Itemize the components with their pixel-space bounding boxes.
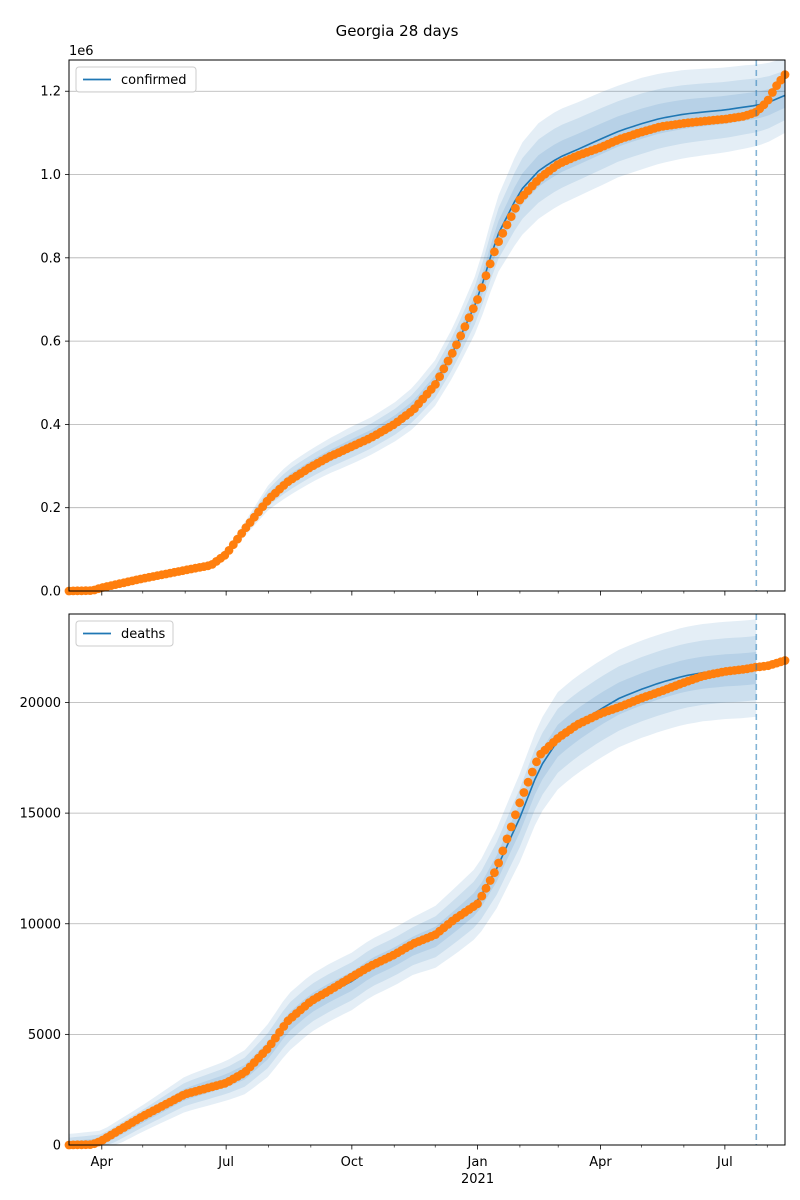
observed-point [490,247,499,257]
observed-point [431,380,440,389]
x-year-label: 2021 [461,1172,494,1187]
y-tick-label: 1.2 [40,85,61,100]
observed-point [506,212,516,222]
observed-point [532,757,541,767]
uncertainty-band [69,60,785,591]
observed-point [515,798,525,808]
observed-point [768,88,777,97]
observed-point [464,313,474,322]
observed-point [468,304,478,313]
confirmed-panel: 0.0 0.2 0.4 0.6 0.8 1.0 1.2 1e6 confirmed [40,44,790,600]
y-tick-label: 5000 [28,1028,61,1043]
x-tick-label: Apr [91,1155,114,1170]
uncertainty-band [69,635,757,1145]
legend-label: deaths [121,627,166,642]
x-tick-label: Jul [217,1155,234,1170]
legend-box [75,620,174,647]
axes-frame [68,59,786,592]
observed-point [481,271,491,281]
y-tick-label: 15000 [20,807,61,822]
x-tick-label: Jan [467,1155,488,1170]
y-offset-label: 1e6 [69,44,94,59]
y-tick-label: 1.0 [40,168,61,183]
observed-point [452,340,461,350]
observed-point [506,822,516,832]
observed-point [763,95,773,105]
observed-point [447,348,457,358]
observed-point [456,331,466,341]
x-tick-label: Apr [589,1155,612,1170]
observed-point [485,876,495,885]
observed-point [473,295,482,304]
observed-point [519,788,529,797]
observed-point [502,220,512,230]
uncertainty-band [69,619,757,1145]
observed-point [527,767,537,777]
observed-point [511,810,520,820]
deaths-panel: 0 5000 10000 15000 20000 Apr Jul Oct Jan Apr Jul 20… [20,613,790,1187]
legend: deaths [75,620,174,647]
observed-point [435,372,444,381]
legend-label: confirmed [121,73,187,88]
observed-point [477,283,487,292]
y-tick-label: 10000 [20,917,61,932]
observed-point [443,356,453,366]
model-line [68,94,786,592]
observed-point [460,322,470,332]
observed-point [473,899,482,909]
observed-point [490,868,499,878]
observed-point [477,891,487,901]
observed-point [511,203,520,213]
y-tick-label: 0.6 [40,335,61,350]
observed-point [498,846,508,856]
observed-point [494,858,503,868]
y-tick-label: 20000 [20,696,61,711]
observed-point [439,364,449,374]
model-line [68,667,757,1146]
observed-point [523,777,533,787]
legend-box [75,66,197,93]
y-tick-label: 0.8 [40,251,61,266]
observed-point [498,228,508,238]
observed-point [481,883,491,893]
chart-title: Georgia 28 days [336,22,459,40]
axes-frame [68,613,786,1146]
legend: confirmed [75,66,197,93]
y-tick-label: 0.2 [40,501,61,516]
observed-point [485,259,495,269]
observed-point [502,834,512,844]
y-tick-label: 0.0 [40,585,61,600]
x-tick-label: Jul [716,1155,733,1170]
y-tick-label: 0 [53,1139,61,1154]
x-tick-label: Oct [341,1155,363,1170]
observed-point [494,237,503,247]
y-tick-label: 0.4 [40,418,61,433]
